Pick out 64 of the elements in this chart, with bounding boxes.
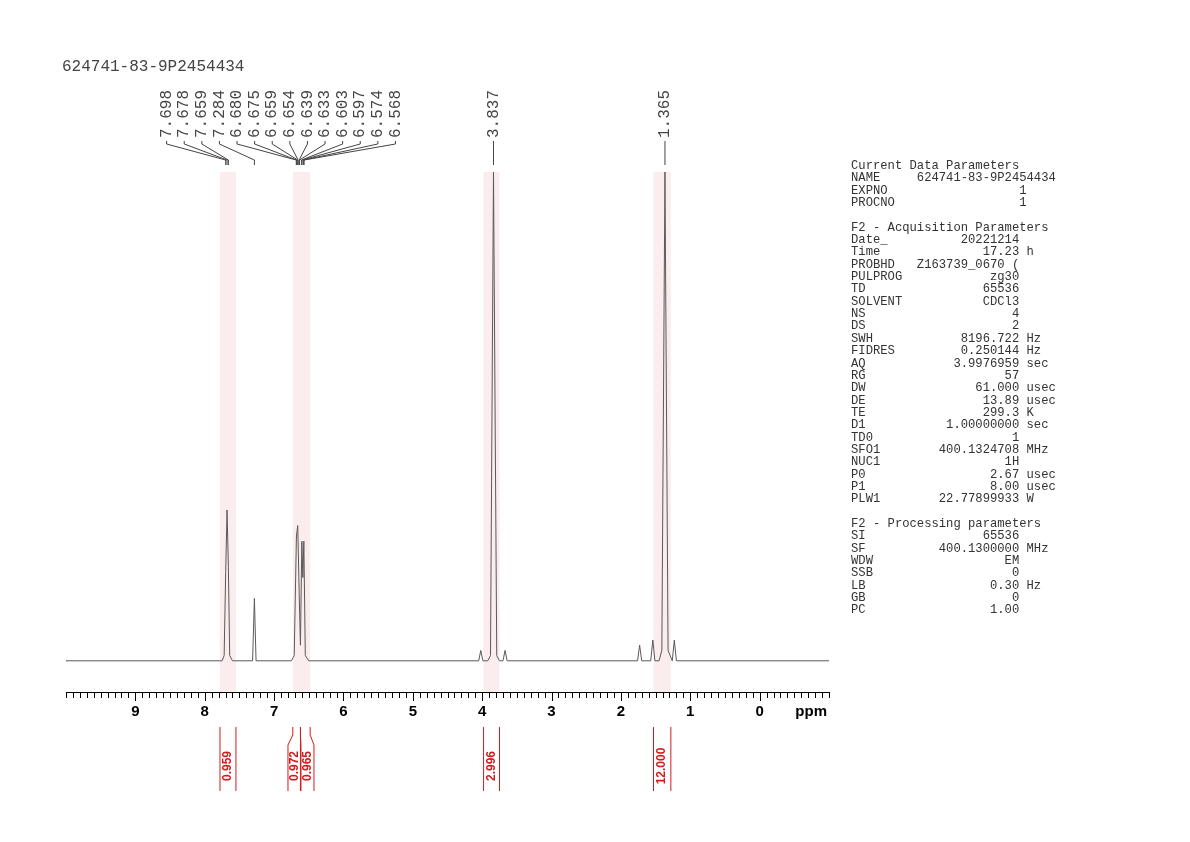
text: TD0 1	[851, 430, 1021, 445]
annotation: 6.654	[281, 89, 300, 138]
annotation: 6.675	[245, 89, 264, 138]
text: LB 0.30 Hz	[851, 578, 1043, 593]
annotation: 6.633	[316, 89, 335, 138]
band-label: 0.959	[220, 750, 235, 782]
band-label: 12.000	[654, 747, 669, 785]
x-tick-label: 4	[478, 702, 488, 720]
annotation: 7.698	[157, 89, 176, 138]
text: TD 65536	[851, 282, 1021, 297]
band-label: 0.965	[299, 750, 314, 782]
text: SOLVENT CDCl3	[851, 294, 1021, 309]
annotation: 6.680	[228, 89, 247, 138]
text: D1 1.00000000 sec	[851, 418, 1050, 433]
x-tick-label: 8	[200, 702, 209, 720]
text: SWH 8196.722 Hz	[851, 331, 1043, 346]
text: Current Data Parameters	[851, 159, 1020, 173]
text: DW 61.000 usec	[851, 381, 1056, 396]
annotation: 6.659	[263, 89, 282, 138]
text: SFO1 400.1324708 MHz	[851, 442, 1050, 457]
text: F2 - Processing parameters	[851, 516, 1043, 531]
x-tick-label: 1	[686, 702, 695, 720]
text: PROBHD Z163739_0670 (	[851, 257, 1021, 272]
annotation: 6.639	[298, 89, 317, 138]
text: NUC1 1H	[851, 455, 1021, 470]
text: F2 - Acquisition Parameters	[851, 220, 1050, 235]
text: TE 299.3 K	[851, 405, 1035, 420]
text: DS 2	[851, 319, 1021, 334]
text: EXPNO 1	[851, 183, 1028, 198]
annotation: 1.365	[656, 89, 675, 138]
band-label: 2.996	[483, 750, 498, 782]
annotation: 3.837	[484, 89, 503, 138]
text: SSB 0	[851, 566, 1021, 581]
annotation: 6.568	[386, 89, 405, 138]
text: DE 13.89 usec	[851, 393, 1056, 408]
text: RG 57	[851, 368, 1021, 383]
x-tick-label: 0	[755, 702, 764, 720]
annotation: 6.597	[351, 89, 370, 138]
text: NAME 624741-83-9P2454434	[851, 171, 1056, 186]
text: WDW EM	[851, 554, 1021, 568]
band-label: 0.972	[286, 750, 301, 782]
x-tick-label: 2	[616, 702, 626, 720]
text: PROCNO 1	[851, 196, 1028, 211]
text: AQ 3.9976959 sec	[851, 356, 1050, 371]
annotation: 6.603	[333, 89, 352, 138]
annotation: 6.574	[369, 89, 388, 138]
text: Time 17.23 h	[851, 245, 1035, 260]
text: PLW1 22.77899933 W	[851, 492, 1035, 507]
x-tick-label: 3	[547, 702, 556, 720]
x-tick-label: 5	[408, 702, 417, 720]
text: P0 2.67 usec	[851, 467, 1056, 482]
text: SF 400.1300000 MHz	[851, 541, 1050, 556]
annotation: 7.678	[175, 89, 194, 138]
x-tick-label: 6	[339, 702, 348, 720]
text: P1 8.00 usec	[851, 479, 1056, 494]
annotation: 7.284	[210, 89, 229, 138]
text: SI 65536	[851, 529, 1020, 544]
annotation: 7.659	[193, 89, 212, 138]
text: PC 1.00	[851, 603, 1021, 618]
x-tick-label: 7	[269, 702, 279, 720]
x-axis-title: ppm	[795, 702, 827, 720]
chart-title: 624741-83-9P2454434	[62, 58, 245, 76]
x-tick-label: 9	[131, 702, 140, 720]
text: FIDRES 0.250144 Hz	[851, 344, 1043, 359]
